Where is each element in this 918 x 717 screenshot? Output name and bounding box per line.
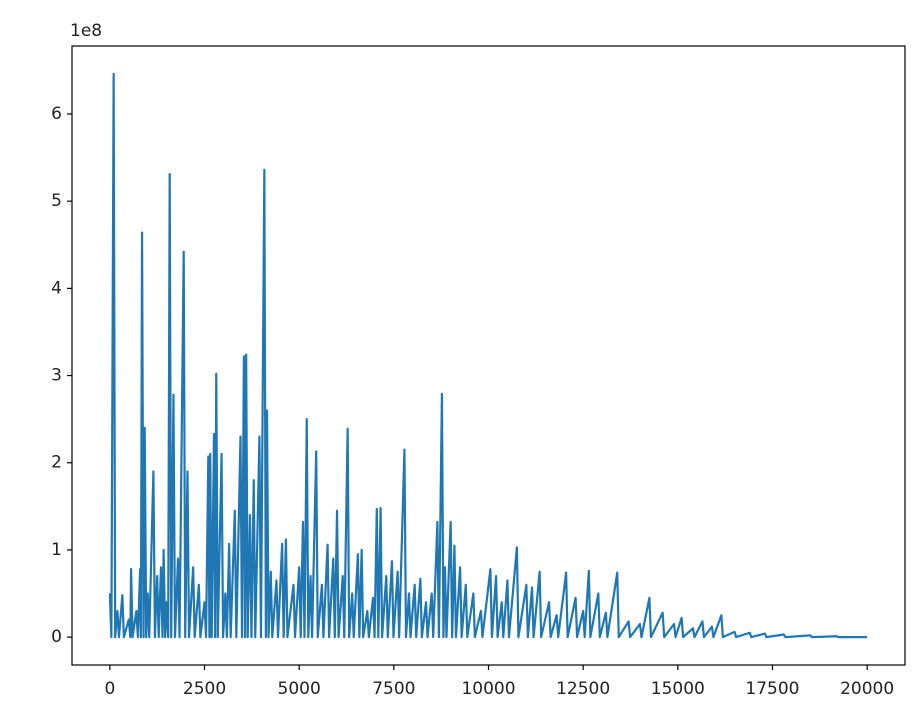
x-tick-label: 17500 <box>745 679 799 699</box>
plot-frame <box>71 45 906 666</box>
y-tick-label: 2 <box>51 453 62 473</box>
offset-label: 1e8 <box>70 21 102 41</box>
x-tick-label: 5000 <box>278 679 321 699</box>
y-tick-label: 3 <box>51 366 62 386</box>
x-tick-label: 0 <box>104 679 115 699</box>
x-tick-label: 20000 <box>840 679 894 699</box>
y-tick-label: 1 <box>51 540 62 560</box>
y-tick-label: 0 <box>51 627 62 647</box>
x-tick-label: 12500 <box>556 679 610 699</box>
y-tick-label: 6 <box>51 104 62 124</box>
y-tick-label: 5 <box>51 191 62 211</box>
x-tick-label: 2500 <box>183 679 226 699</box>
x-tick-label: 10000 <box>461 679 515 699</box>
x-tick-label: 7500 <box>372 679 415 699</box>
data-line <box>108 72 868 639</box>
y-tick-label: 4 <box>51 278 62 298</box>
x-tick-label: 15000 <box>651 679 705 699</box>
